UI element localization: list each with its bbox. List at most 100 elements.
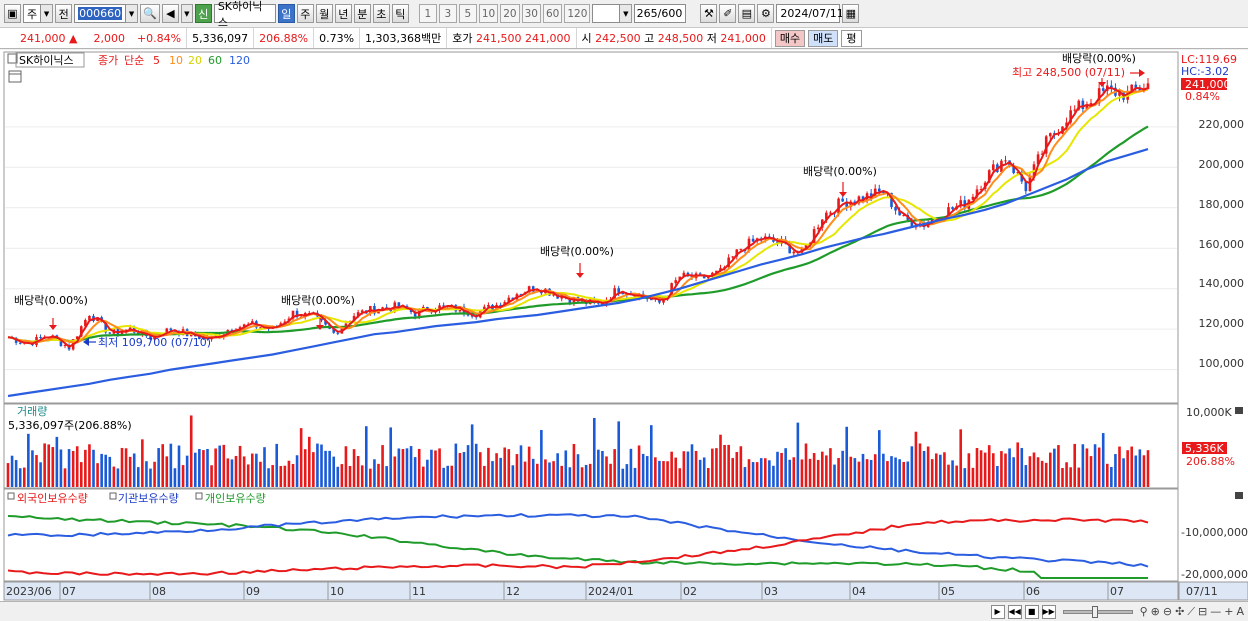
fast-forward-icon[interactable]: ▶▶ [1041, 604, 1056, 619]
period-day[interactable]: 일 [277, 4, 295, 23]
font-size-icon[interactable]: A [1236, 605, 1244, 618]
volume-bar [259, 461, 262, 487]
high-price: 248,500 [657, 31, 704, 45]
stock-chart[interactable]: SK하이닉스 종가 단순 5 10 20 60 120 220,000 200,… [0, 50, 1248, 601]
zoom-slider-handle[interactable] [1091, 605, 1098, 618]
play-icon[interactable]: ▶ [990, 604, 1005, 619]
candle-body [792, 251, 796, 254]
candle-body [845, 201, 849, 207]
chevron-down-icon[interactable]: ▼ [126, 4, 139, 23]
period-month[interactable]: 월 [315, 4, 333, 23]
volume-bar [841, 450, 844, 487]
new-badge[interactable]: 신 [194, 4, 212, 23]
rewind-icon[interactable]: ◀◀ [1007, 604, 1022, 619]
volume-bar [654, 457, 657, 487]
code-input[interactable]: 000660 [74, 4, 127, 23]
drawing-tools-icon[interactable]: ✐ [719, 4, 737, 23]
bid-label: 호가 [452, 32, 473, 45]
volume-bar [104, 454, 108, 487]
volume-bar [1126, 450, 1129, 487]
marker-arrow-icon [576, 273, 584, 278]
interval-5[interactable]: 5 [458, 4, 477, 23]
x-axis-label: 12 [506, 585, 520, 598]
volume-bar [560, 465, 564, 487]
volume-bar [759, 458, 763, 487]
calendar-icon[interactable] [8, 70, 22, 83]
candle-body [816, 227, 820, 230]
search-icon[interactable]: 🔍 [140, 4, 160, 23]
trend-icon[interactable]: ⟋ [1187, 604, 1196, 618]
zoom-out-icon[interactable]: ⊖ [1162, 605, 1173, 618]
interval-3[interactable]: 3 [438, 4, 457, 23]
count-input[interactable]: 265/600 [634, 4, 687, 23]
volume-bar [1138, 449, 1142, 487]
date-input[interactable]: 2024/07/11 [776, 4, 844, 23]
interval-10[interactable]: 10 [478, 4, 499, 23]
price-change: 2,000 [93, 31, 125, 45]
scope-button[interactable]: 전 [55, 4, 73, 23]
volume-bar [857, 461, 861, 487]
volume-bar [491, 461, 494, 487]
volume-bar [495, 453, 498, 487]
custom-interval-select[interactable]: ▼ [592, 4, 633, 23]
speaker-icon[interactable]: ◀ [161, 4, 179, 23]
legend-box-icon[interactable] [7, 53, 18, 64]
last-price-box [1181, 78, 1227, 90]
volume-bar [865, 459, 869, 487]
candle-body [442, 305, 445, 307]
interval-20[interactable]: 20 [500, 4, 520, 23]
volume-bar [991, 453, 995, 487]
volume-bar [926, 446, 930, 487]
chevron-down-icon[interactable]: ▼ [620, 4, 633, 23]
volume-bar [1097, 447, 1101, 487]
save-icon[interactable]: ▤ [738, 4, 756, 23]
zoom-slider[interactable] [1062, 605, 1133, 618]
code-select[interactable]: 000660 ▼ [74, 4, 139, 23]
volume-bar [902, 461, 906, 487]
market-value[interactable]: 주 [23, 4, 42, 23]
calendar-icon[interactable]: ▦ [842, 4, 860, 23]
candle-body [674, 280, 678, 284]
layout-icon[interactable]: ▣ [4, 4, 21, 23]
close-panel-icon[interactable] [1235, 492, 1243, 499]
gear-icon[interactable]: ⚙ [757, 4, 775, 23]
eval-button[interactable]: 평 [841, 29, 862, 47]
volume-bar [1146, 450, 1150, 487]
lock-icon[interactable]: ⊟ [1198, 605, 1208, 618]
stop-icon[interactable]: ■ [1024, 604, 1039, 619]
search-icon[interactable]: ⚲ [1139, 605, 1148, 618]
indicator-icon[interactable]: ⚒ [700, 4, 718, 23]
chevron-down-icon[interactable]: ▼ [41, 4, 54, 23]
sell-button[interactable]: 매도 [808, 29, 839, 47]
plus-icon[interactable]: + [1224, 605, 1234, 618]
volume-bar [894, 457, 897, 487]
period-year[interactable]: 년 [334, 4, 352, 23]
zoom-in-icon[interactable]: ⊕ [1150, 605, 1160, 618]
candle-body [1097, 88, 1101, 104]
buy-button[interactable]: 매수 [774, 29, 806, 47]
interval-30[interactable]: 30 [521, 4, 541, 23]
chevron-down-icon[interactable]: ▼ [180, 4, 193, 23]
market-select[interactable]: 주 ▼ [23, 4, 54, 23]
interval-120[interactable]: 120 [564, 4, 591, 23]
custom-interval-input[interactable] [592, 4, 621, 23]
candle-body [715, 270, 718, 273]
volume-bars [6, 415, 1150, 487]
minus-icon[interactable]: — [1210, 605, 1222, 618]
volume-bar [377, 463, 380, 487]
volume-bar [169, 443, 173, 487]
period-second[interactable]: 초 [372, 4, 390, 23]
period-week[interactable]: 주 [296, 4, 314, 23]
candle-body [727, 257, 730, 268]
crosshair-icon[interactable]: ✣ [1175, 605, 1185, 618]
volume-bar [283, 465, 287, 487]
volume-bar [723, 445, 726, 487]
interval-60[interactable]: 60 [542, 4, 563, 23]
volume-bar [531, 458, 535, 487]
period-minute[interactable]: 분 [353, 4, 371, 23]
period-tick[interactable]: 틱 [391, 4, 409, 23]
volume-bar [230, 459, 234, 487]
interval-1[interactable]: 1 [418, 4, 437, 23]
volume-bar [552, 461, 555, 487]
close-panel-icon[interactable] [1235, 407, 1243, 414]
